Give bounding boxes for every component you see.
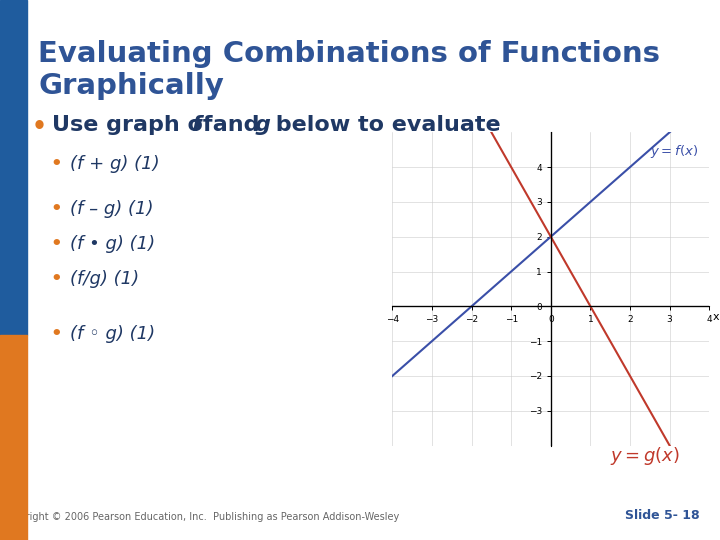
Text: x: x [714, 312, 720, 321]
Text: (f – g) (1): (f – g) (1) [70, 200, 153, 218]
Text: Use graph of: Use graph of [52, 115, 220, 135]
Text: Graphically: Graphically [38, 72, 224, 100]
Text: $y = g(x)$: $y = g(x)$ [611, 445, 680, 467]
Text: •: • [50, 155, 62, 173]
Text: (f/g) (1): (f/g) (1) [70, 270, 139, 288]
Text: f: f [192, 115, 202, 135]
Text: below to evaluate: below to evaluate [268, 115, 500, 135]
Text: g: g [255, 115, 271, 135]
Text: (f • g) (1): (f • g) (1) [70, 235, 155, 253]
Text: (f ◦ g) (1): (f ◦ g) (1) [70, 325, 155, 343]
Text: and: and [205, 115, 267, 135]
Text: •: • [50, 325, 62, 343]
Text: Slide 5- 18: Slide 5- 18 [626, 509, 700, 522]
Text: •: • [50, 200, 62, 218]
Text: Copyright © 2006 Pearson Education, Inc.  Publishing as Pearson Addison-Wesley: Copyright © 2006 Pearson Education, Inc.… [1, 512, 399, 522]
Text: •: • [32, 115, 47, 139]
Text: •: • [50, 235, 62, 253]
Text: •: • [50, 270, 62, 288]
Text: $y = f(x)$: $y = f(x)$ [650, 143, 698, 160]
Text: (f + g) (1): (f + g) (1) [70, 155, 160, 173]
Text: Evaluating Combinations of Functions: Evaluating Combinations of Functions [38, 40, 660, 68]
